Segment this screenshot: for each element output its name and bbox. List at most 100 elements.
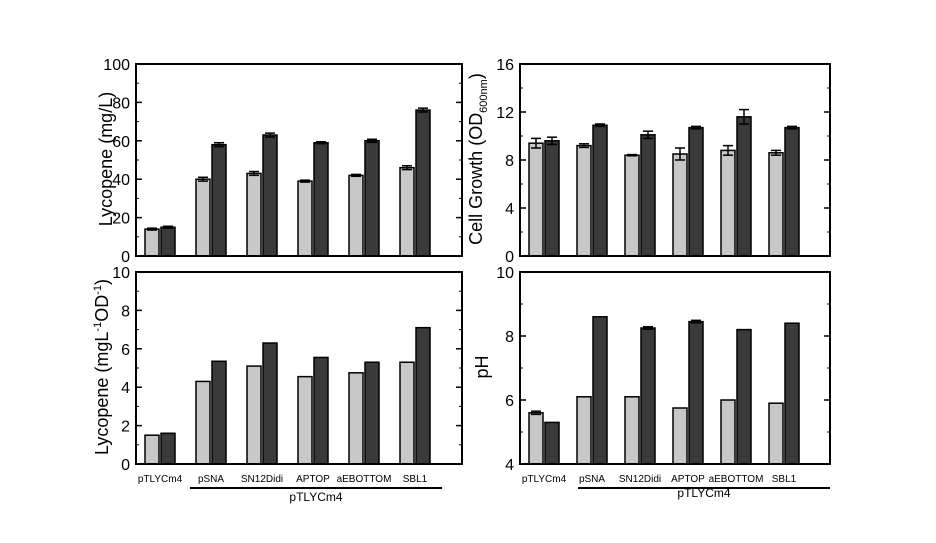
category-label-psna: pSNA [579, 474, 605, 485]
bar-light-ptlycm4 [144, 228, 160, 257]
bar-light-psna [576, 396, 592, 465]
y-tick-label: 10 [496, 265, 514, 282]
y-tick-label: 16 [496, 57, 514, 74]
bar-dark-sbl1 [415, 109, 431, 257]
bar-light-psna [195, 178, 211, 257]
y-tick-label: 6 [505, 393, 514, 410]
y-axis-title-cell-growth-sub: 600nm [478, 79, 490, 113]
bar-dark-sn12didi [640, 327, 656, 465]
ph-panel: pTLYCm4 pSNA SN12Didi APTOP aEBOTTOM SBL1 4 6 8 1… [496, 265, 831, 485]
bar-light-sbl1 [768, 152, 784, 257]
bar-dark-psna [211, 360, 227, 465]
bar-light-aptop [297, 180, 313, 257]
y-axis-title-yield-end: ) [92, 279, 112, 285]
category-label-psna: pSNA [198, 474, 224, 485]
bar-dark-aebottom [364, 361, 380, 465]
bar-light-aebottom [348, 372, 364, 465]
bar-light-ptlycm4 [528, 142, 544, 257]
bar-dark-sn12didi [262, 342, 278, 465]
y-tick-label: 0 [505, 249, 514, 266]
bar-dark-sn12didi [640, 134, 656, 257]
bar-dark-ptlycm4 [544, 140, 560, 257]
y-axis-title-ph: pH [472, 355, 492, 378]
y-tick-label: 20 [112, 211, 130, 228]
bar-light-aebottom [720, 149, 736, 257]
group-label-left: pTLYCm4 [289, 490, 342, 504]
bar-light-aptop [672, 153, 688, 257]
bar-dark-aptop [313, 141, 329, 257]
y-axis-title-yield-main: Lycopene (mgL [92, 332, 112, 455]
bar-light-sn12didi [246, 172, 262, 257]
bar-dark-ptlycm4 [160, 432, 176, 465]
category-label-aebottom: aEBOTTOM [337, 474, 392, 485]
y-tick-label: 10 [112, 265, 130, 282]
bar-dark-aptop [688, 320, 704, 465]
bar-light-ptlycm4 [144, 434, 160, 465]
y-axis-title-yield-mid: OD [92, 295, 112, 322]
bar-light-sn12didi [624, 154, 640, 257]
y-axis-title-cell-growth-end: ) [466, 73, 486, 79]
y-tick-label: 4 [505, 457, 514, 474]
cell-growth-panel: 0 4 8 12 16 [496, 57, 831, 266]
y-tick-label: 100 [103, 57, 130, 74]
y-axis-title-cell-growth: Cell Growth (OD600nm) [466, 73, 490, 245]
bar-light-aptop [297, 375, 313, 465]
category-label-sbl1: SBL1 [772, 474, 797, 485]
bar-dark-ptlycm4 [160, 226, 176, 257]
y-tick-label: 40 [112, 172, 130, 189]
y-axis-title-yield-sup2: -1 [92, 285, 104, 295]
y-tick-label: 2 [121, 419, 130, 436]
group-label-right: pTLYCm4 [677, 486, 730, 500]
category-label-sbl1: SBL1 [403, 474, 428, 485]
y-tick-label: 8 [505, 329, 514, 346]
y-tick-label: 6 [121, 342, 130, 359]
bar-dark-aebottom [364, 140, 380, 257]
y-axis-title-lycopene: Lycopene (mg/L) [96, 92, 116, 226]
y-axis-title-yield-sup1: -1 [92, 322, 104, 332]
y-tick-label: 0 [121, 457, 130, 474]
bar-light-aptop [672, 407, 688, 465]
bar-light-sbl1 [399, 166, 415, 257]
category-label-ptlycm4: pTLYCm4 [138, 474, 183, 485]
bar-light-sbl1 [768, 402, 784, 465]
category-label-aptop: APTOP [671, 474, 705, 485]
y-axis-title-cell-growth-main: Cell Growth (OD [466, 113, 486, 245]
bar-dark-sbl1 [415, 326, 431, 465]
bar-dark-psna [592, 316, 608, 465]
category-label-sn12didi: SN12Didi [619, 474, 661, 485]
bar-light-aebottom [720, 399, 736, 465]
y-tick-label: 4 [505, 201, 514, 218]
bar-dark-psna [211, 143, 227, 257]
bar-dark-ptlycm4 [544, 421, 560, 465]
y-tick-label: 4 [121, 380, 130, 397]
y-axis-title-lycopene-od: Lycopene (mgL-1OD-1) [92, 279, 112, 455]
bar-dark-aptop [688, 126, 704, 257]
y-tick-label: 60 [112, 134, 130, 151]
y-tick-label: 80 [112, 95, 130, 112]
bar-light-ptlycm4 [528, 412, 544, 465]
category-label-sn12didi: SN12Didi [241, 474, 283, 485]
bar-light-sn12didi [246, 365, 262, 465]
bar-light-sn12didi [624, 396, 640, 465]
category-label-aebottom: aEBOTTOM [709, 474, 764, 485]
bar-light-psna [195, 380, 211, 465]
bar-light-psna [576, 144, 592, 257]
y-tick-label: 12 [496, 105, 514, 122]
bar-dark-sbl1 [784, 126, 800, 257]
bar-light-sbl1 [399, 361, 415, 465]
category-label-ptlycm4: pTLYCm4 [522, 474, 567, 485]
y-tick-label: 8 [121, 303, 130, 320]
lycopene-yield-panel: pTLYCm4 pSNA SN12Didi APTOP aEBOTTOM SBL1 0 2 4 6… [112, 265, 463, 485]
y-tick-label: 8 [505, 153, 514, 170]
bar-dark-sbl1 [784, 322, 800, 465]
y-tick-label: 0 [121, 249, 130, 266]
bar-dark-aebottom [736, 328, 752, 465]
category-label-aptop: APTOP [296, 474, 330, 485]
bar-dark-psna [592, 124, 608, 257]
lycopene-titer-panel: 0 20 40 60 80 100 [103, 57, 463, 266]
bar-dark-aebottom [736, 116, 752, 257]
bar-dark-sn12didi [262, 134, 278, 257]
bar-dark-aptop [313, 356, 329, 465]
bar-light-aebottom [348, 174, 364, 257]
